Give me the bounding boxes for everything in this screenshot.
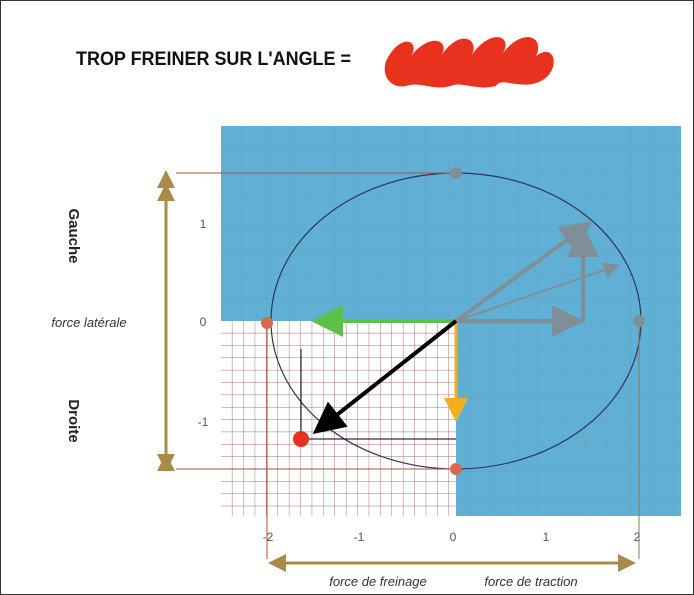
x-tick-label: 1	[543, 530, 550, 544]
y-tick-label: -1	[198, 415, 209, 429]
red-point	[293, 431, 309, 447]
title: TROP FREINER SUR L'ANGLE =	[76, 49, 351, 70]
side-label: Gauche	[65, 208, 82, 263]
page: TROP FREINER SUR L'ANGLE = Gauche Droite…	[0, 0, 694, 595]
point	[633, 315, 645, 327]
y-tick-label: 1	[200, 217, 207, 231]
flames	[385, 37, 554, 87]
x-tick-label: -2	[263, 530, 274, 544]
axis-label: force latérale	[51, 315, 126, 330]
x-tick-label: -1	[354, 530, 365, 544]
point	[261, 317, 273, 329]
point	[450, 167, 462, 179]
point	[450, 463, 462, 475]
side-label: Droite	[65, 399, 82, 442]
y-tick-label: 0	[200, 315, 207, 329]
axis-label: force de traction	[484, 574, 577, 589]
x-tick-label: 0	[450, 530, 457, 544]
axis-label: force de freinage	[329, 574, 427, 589]
x-tick-label: 2	[634, 530, 641, 544]
diagram: TROP FREINER SUR L'ANGLE = Gauche Droite…	[1, 1, 693, 594]
